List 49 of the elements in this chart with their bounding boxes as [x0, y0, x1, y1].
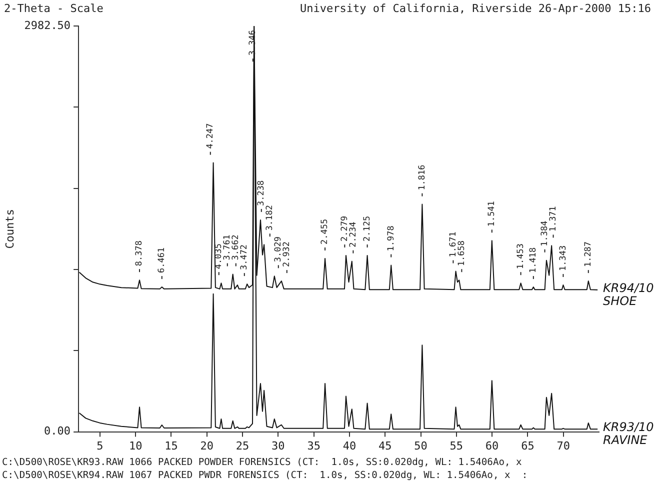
annotation: 1.541 — [487, 201, 498, 227]
annotation: 1.978 — [386, 226, 396, 252]
annotation: 1.287 — [584, 241, 594, 268]
x-tick-label: 65 — [521, 439, 534, 452]
x-tick-label: 5 — [96, 439, 104, 452]
annotation: 3.761 — [222, 234, 233, 260]
annotation: 1.418 — [528, 247, 539, 274]
x-tick-label: 25 — [236, 439, 250, 452]
x-tick-label: 45 — [378, 439, 392, 452]
annotation: 2.279 — [340, 216, 350, 242]
annotation: 1.343 — [558, 245, 568, 271]
x-tick-label: 40 — [342, 439, 356, 452]
annotation: 8.378 — [134, 240, 145, 266]
annotation: 3.029 — [274, 236, 284, 262]
y-axis-title: Counts — [3, 209, 16, 249]
x-tick-label: 10 — [128, 439, 142, 452]
annotation: 2.125 — [362, 216, 372, 242]
x-tick-label: 60 — [485, 439, 499, 452]
chart-subtitle: University of California, Riverside 26-Apr-2000 15:16 — [300, 2, 651, 17]
x-tick-label: 15 — [164, 439, 178, 452]
annotation: 1.671 — [448, 232, 458, 258]
annotation: 3.662 — [231, 234, 242, 260]
x-tick-label: 30 — [272, 439, 285, 452]
x-tick-label: 35 — [307, 439, 320, 452]
annotation: 3.182 — [265, 204, 276, 231]
annotation: 1.384 — [540, 220, 550, 246]
annotation: 1.371 — [548, 206, 558, 232]
x-tick-label: 70 — [556, 439, 570, 452]
y-tick-label: 2982.50 — [24, 18, 71, 32]
annotation: 2.932 — [282, 241, 292, 268]
x-tick-label: 20 — [200, 439, 214, 452]
series-label: KR93/10 RAVINE — [603, 420, 654, 448]
series-label: KR94/10 SHOE — [603, 280, 654, 308]
annotation: 1.816 — [417, 164, 428, 190]
x-tick-label: 55 — [450, 439, 464, 452]
annotation: 2.234 — [348, 222, 358, 248]
text: C:\D500\ROSE\KR94.RAW 1067 PACKED PWDR FORENSICS (CT: 1.0s, SS:0.020dg, WL: 1.5406Ao, x : — [2, 469, 528, 482]
annotation: 3.472 — [240, 244, 250, 270]
annotation: 2.455 — [320, 218, 330, 244]
text: C:\D500\ROSE\KR93.RAW 1066 PACKED POWDER FORENSICS (CT: 1.0s, SS:0.020dg, WL: 1.5406Ao, x — [2, 456, 523, 469]
annotation: 4.247 — [206, 123, 216, 149]
annotation: 3.238 — [256, 180, 267, 206]
annotation: 4.035 — [214, 243, 224, 270]
annotation: 6.461 — [157, 247, 168, 274]
y-tick-label: 0.00 — [44, 424, 71, 438]
chart-title: 2-Theta - Scale — [4, 2, 104, 17]
annotation: 1.453 — [516, 243, 526, 270]
annotation: 1.658 — [456, 240, 467, 266]
x-tick-label: 50 — [414, 439, 428, 452]
